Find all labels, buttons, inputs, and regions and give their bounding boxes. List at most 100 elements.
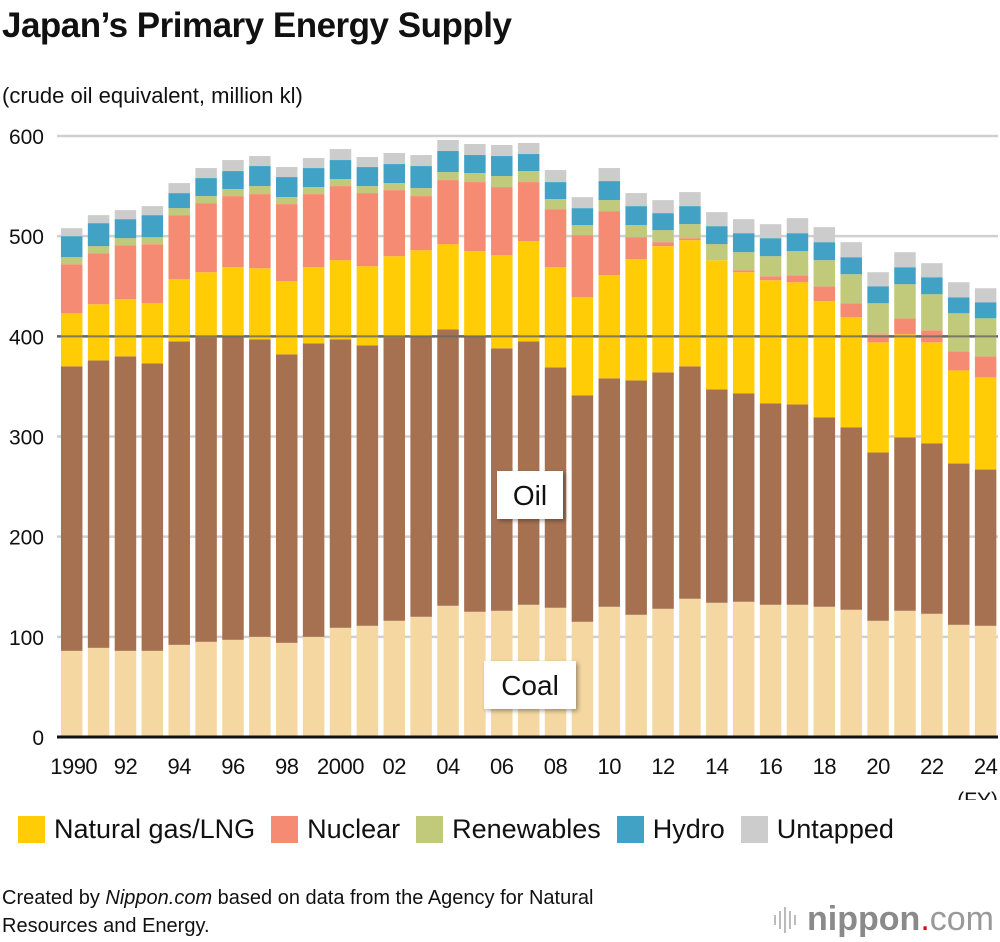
legend-item-renewables: Renewables — [416, 814, 601, 845]
bar-untapped-2004 — [437, 140, 459, 152]
x-tick-label: 24 — [974, 754, 998, 779]
bar-renewables-2013 — [679, 224, 701, 239]
bar-renewables-2007 — [517, 171, 540, 183]
logo-bars-icon — [774, 906, 799, 933]
bar-nuclear-2018 — [813, 286, 836, 302]
bar-renewables-1993 — [141, 237, 164, 245]
bar-coal-2012 — [652, 608, 674, 737]
bar-hydro-2018 — [813, 242, 836, 261]
bar-nuclear-2024 — [974, 356, 997, 378]
legend-label: Hydro — [652, 814, 725, 844]
x-tick-label: 04 — [436, 754, 460, 779]
bar-untapped-2012 — [652, 200, 674, 214]
annotation-label-oil: Oil — [513, 480, 547, 511]
bar-coal-2020 — [867, 620, 889, 737]
bar-untapped-2011 — [625, 193, 647, 207]
bar-oil-2009 — [571, 395, 594, 622]
x-tick-label: 98 — [275, 754, 299, 779]
bar-nuclear-2013 — [679, 238, 701, 241]
bar-coal-2023 — [947, 624, 970, 737]
bar-untapped-2005 — [464, 144, 486, 156]
bar-untapped-1995 — [195, 168, 217, 179]
bar-oil-2019 — [840, 427, 862, 610]
bar-hydro-2001 — [356, 167, 379, 187]
bar-nuclear-2021 — [894, 318, 916, 335]
source-prefix: Created by — [2, 887, 106, 909]
x-tick-label: 16 — [759, 754, 783, 779]
bar-renewables-2006 — [491, 176, 513, 188]
bar-untapped-2008 — [544, 170, 567, 183]
bar-renewables-2000 — [329, 179, 352, 187]
x-tick-label: 10 — [598, 754, 622, 779]
bar-coal-2001 — [356, 625, 379, 737]
bar-coal-1992 — [114, 650, 137, 737]
bar-natural-gas-lng-2021 — [894, 334, 916, 438]
bar-coal-2017 — [786, 604, 809, 737]
bar-renewables-1991 — [87, 246, 110, 254]
bar-nuclear-2019 — [840, 303, 862, 318]
bar-natural-gas-lng-2023 — [947, 370, 970, 464]
bar-natural-gas-lng-2009 — [571, 297, 594, 396]
bar-coal-1995 — [195, 641, 217, 737]
bar-oil-2023 — [947, 463, 970, 625]
bar-hydro-2017 — [786, 233, 809, 252]
bar-untapped-2024 — [974, 288, 997, 303]
bar-coal-1993 — [141, 650, 164, 737]
bar-oil-1991 — [87, 360, 110, 648]
bar-hydro-2000 — [329, 160, 352, 180]
legend-label: Natural gas/LNG — [54, 814, 256, 844]
x-tick-label: 08 — [544, 754, 568, 779]
bar-nuclear-2005 — [464, 182, 486, 252]
y-tick-label: 200 — [9, 527, 44, 550]
bar-oil-2020 — [867, 452, 889, 621]
bar-nuclear-2012 — [652, 242, 674, 247]
bar-renewables-1995 — [195, 196, 217, 204]
bar-untapped-2016 — [759, 224, 782, 239]
bar-hydro-2022 — [921, 277, 943, 295]
x-tick-label: 06 — [490, 754, 514, 779]
bar-oil-2000 — [329, 339, 352, 628]
bar-oil-1995 — [195, 337, 217, 642]
bar-coal-1996 — [222, 639, 244, 737]
bar-untapped-2018 — [813, 227, 836, 243]
y-tick-label: 500 — [9, 226, 44, 249]
bar-renewables-2005 — [464, 173, 486, 183]
bar-natural-gas-lng-1998 — [275, 281, 298, 355]
bar-natural-gas-lng-2020 — [867, 342, 889, 453]
bar-oil-2004 — [437, 329, 459, 606]
bar-nuclear-1994 — [168, 215, 190, 280]
bar-oil-1993 — [141, 363, 164, 651]
bar-hydro-1996 — [222, 171, 244, 190]
chart-subtitle: (crude oil equivalent, million kl) — [2, 83, 303, 108]
bar-coal-2004 — [437, 605, 459, 737]
bar-nuclear-1992 — [114, 245, 137, 300]
bar-renewables-1999 — [302, 187, 325, 195]
bar-hydro-1997 — [249, 166, 271, 187]
bar-oil-2012 — [652, 372, 674, 609]
bar-hydro-2012 — [652, 213, 674, 231]
legend-label: Nuclear — [307, 814, 401, 844]
bar-hydro-2002 — [383, 164, 406, 184]
bar-nuclear-2016 — [759, 276, 782, 281]
bar-natural-gas-lng-1999 — [302, 267, 325, 344]
legend-label: Renewables — [452, 814, 601, 844]
bar-hydro-2004 — [437, 151, 459, 173]
bar-oil-2017 — [786, 404, 809, 605]
bar-coal-2003 — [410, 616, 432, 737]
stacked-bar-chart: 0 100 200 300 400 500 600 1990 92 94 96 98 2000 02 04 0… — [9, 126, 998, 800]
bar-nuclear-1991 — [87, 253, 110, 305]
bar-nuclear-2007 — [517, 182, 540, 242]
bar-nuclear-2000 — [329, 186, 352, 261]
bar-oil-2015 — [732, 393, 755, 602]
source-note: Created by Nippon.com based on data from… — [2, 884, 593, 940]
bar-oil-1994 — [168, 341, 190, 645]
nippon-logo: nippon. com — [774, 900, 994, 939]
bar-natural-gas-lng-2004 — [437, 244, 459, 330]
bar-untapped-2015 — [732, 219, 755, 234]
annotation-box — [497, 471, 563, 519]
bar-nuclear-2004 — [437, 180, 459, 245]
bar-renewables-2017 — [786, 251, 809, 276]
bar-untapped-1997 — [249, 156, 271, 167]
bar-oil-2018 — [813, 417, 836, 607]
bar-oil-2003 — [410, 336, 432, 617]
